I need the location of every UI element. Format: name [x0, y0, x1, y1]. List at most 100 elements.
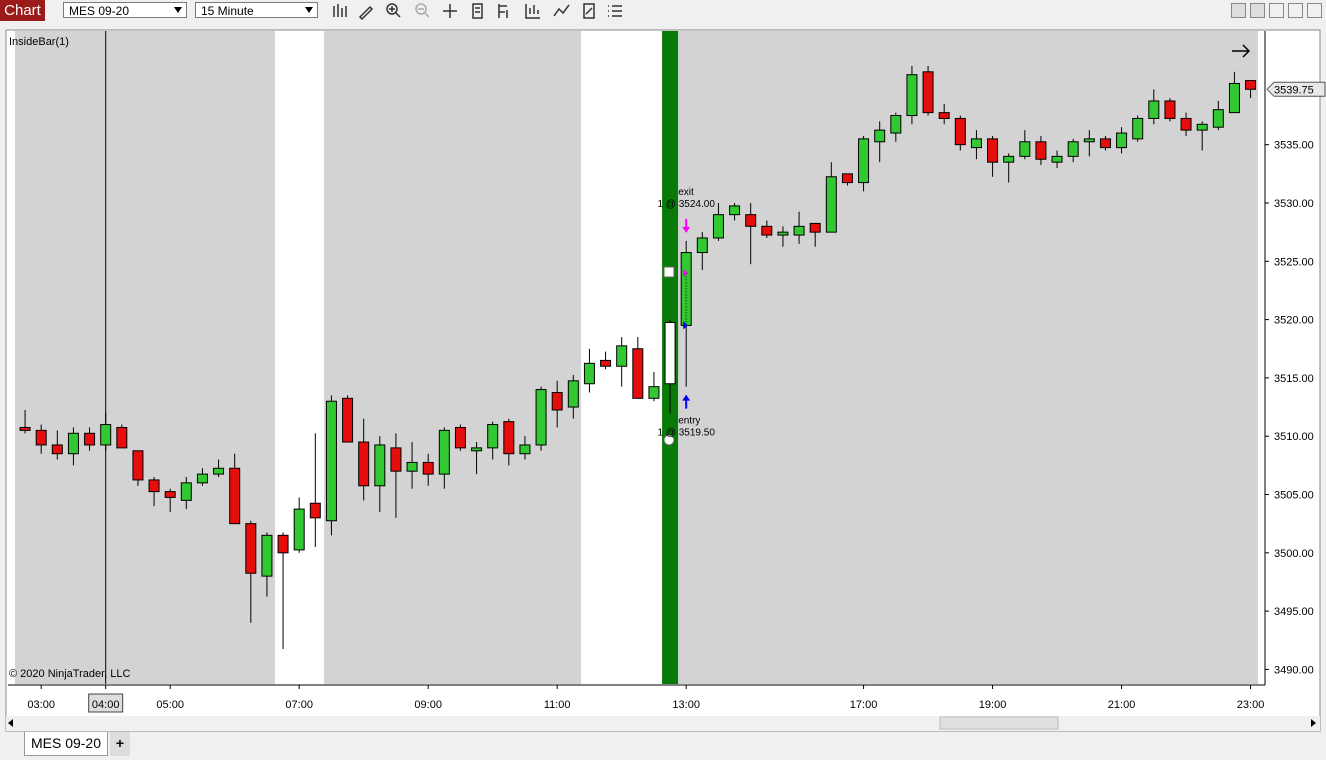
candle-body [1003, 155, 1015, 163]
minimize-button[interactable] [1269, 3, 1284, 18]
candle-body [1148, 100, 1160, 119]
instrument-tab[interactable]: MES 09-20 [24, 732, 108, 756]
candle-body [535, 389, 547, 446]
close-button[interactable] [1307, 3, 1322, 18]
chart-trader-icon[interactable] [553, 4, 570, 17]
zoom-in-icon[interactable] [386, 3, 398, 15]
interval-select[interactable]: 15 Minute [195, 2, 318, 18]
candle-body [938, 112, 950, 119]
scroll-right[interactable] [1311, 719, 1316, 727]
properties-icon[interactable] [583, 3, 595, 19]
chart-tab[interactable]: Chart [0, 0, 45, 21]
scroll-to-end-arrow[interactable] [1232, 44, 1251, 58]
scroll-left[interactable] [8, 719, 13, 727]
y-tick-label: 3520.00 [1274, 315, 1314, 327]
candle-body [406, 461, 418, 472]
x-tick-label: 13:00 [672, 699, 700, 711]
trade-name: entry [678, 416, 700, 427]
x-tick-label: 23:00 [1237, 699, 1265, 711]
candle-body [390, 447, 402, 472]
candle-body [825, 176, 837, 233]
chart: InsideBar(1) © 2020 NinjaTrader, LLC 349… [5, 29, 1326, 732]
window-button[interactable] [1250, 3, 1265, 18]
candle-body [648, 386, 660, 399]
last-price-label: 3539.75 [1274, 84, 1314, 96]
candle-body [132, 450, 144, 481]
candle-body [358, 441, 370, 487]
candle-body [1116, 132, 1128, 149]
session-background [15, 31, 275, 684]
candle-body [632, 348, 644, 399]
candle-body [600, 359, 612, 367]
candle-body [180, 482, 192, 501]
candle-body [84, 432, 96, 446]
y-tick-label: 3515.00 [1274, 373, 1314, 385]
candle-body [342, 397, 354, 443]
trade-label: 1 @ 3519.50 [657, 428, 715, 439]
y-tick-label: 3525.00 [1274, 256, 1314, 268]
candle-body [213, 467, 225, 475]
candle-body [1019, 141, 1031, 157]
x-tick-label: 07:00 [285, 699, 313, 711]
candle-body [100, 424, 112, 446]
candle-body [471, 447, 483, 452]
order-marker[interactable] [663, 266, 675, 278]
zoom-out-icon[interactable] [415, 3, 427, 15]
candle-body [906, 74, 918, 117]
crosshair-icon[interactable] [443, 4, 457, 18]
window-button[interactable] [1231, 3, 1246, 18]
session-background [324, 31, 581, 684]
add-tab[interactable]: + [110, 732, 130, 756]
candle-body [422, 461, 434, 475]
candle-body [858, 138, 870, 184]
candle-body [1228, 82, 1240, 114]
scrollbar[interactable] [6, 716, 1320, 731]
candle-body [761, 225, 773, 236]
candle-body [51, 444, 63, 455]
x-tick-label: 04:00 [92, 699, 120, 711]
x-tick-label: 03:00 [27, 699, 55, 711]
candle-body [616, 345, 628, 367]
candle-body [729, 205, 741, 216]
y-tick-label: 3510.00 [1274, 431, 1314, 443]
y-tick-label: 3500.00 [1274, 548, 1314, 560]
candle-body [293, 508, 305, 551]
trade-tick [683, 268, 689, 277]
candle-body [438, 429, 450, 475]
candle-body [874, 129, 886, 143]
candle-body [970, 138, 982, 149]
candle-body [793, 225, 805, 236]
candle-body [1099, 138, 1111, 149]
candle-body [19, 426, 31, 431]
trade-arrow [682, 218, 691, 233]
candle-body [325, 400, 337, 522]
candle-body [196, 473, 208, 484]
session-background [678, 31, 1258, 684]
scroll-thumb[interactable] [939, 716, 1059, 730]
candle-body [841, 173, 853, 184]
data-box-icon[interactable] [472, 3, 483, 19]
candle-body [519, 444, 531, 455]
y-tick-label: 3505.00 [1274, 490, 1314, 502]
candle-body [1035, 141, 1047, 160]
candle-body [1212, 109, 1224, 128]
candle-body [745, 214, 757, 227]
indicators-icon[interactable] [498, 4, 508, 18]
x-tick-label: 17:00 [850, 699, 878, 711]
strategy-icon[interactable] [525, 4, 540, 19]
candle-body [148, 479, 160, 493]
candle-body [777, 231, 789, 236]
candle-body [1132, 117, 1144, 140]
maximize-button[interactable] [1288, 3, 1303, 18]
draw-icon[interactable] [358, 5, 374, 21]
instrument-select[interactable]: MES 09-20 [63, 2, 187, 18]
candle-body [890, 115, 902, 134]
x-tick-label: 21:00 [1108, 699, 1136, 711]
candle-body [987, 138, 999, 163]
candle-body [454, 426, 466, 449]
bars-icon[interactable] [333, 4, 347, 17]
order-marker[interactable] [663, 434, 675, 446]
candle-body [712, 214, 724, 239]
menu-icon[interactable] [608, 5, 622, 17]
